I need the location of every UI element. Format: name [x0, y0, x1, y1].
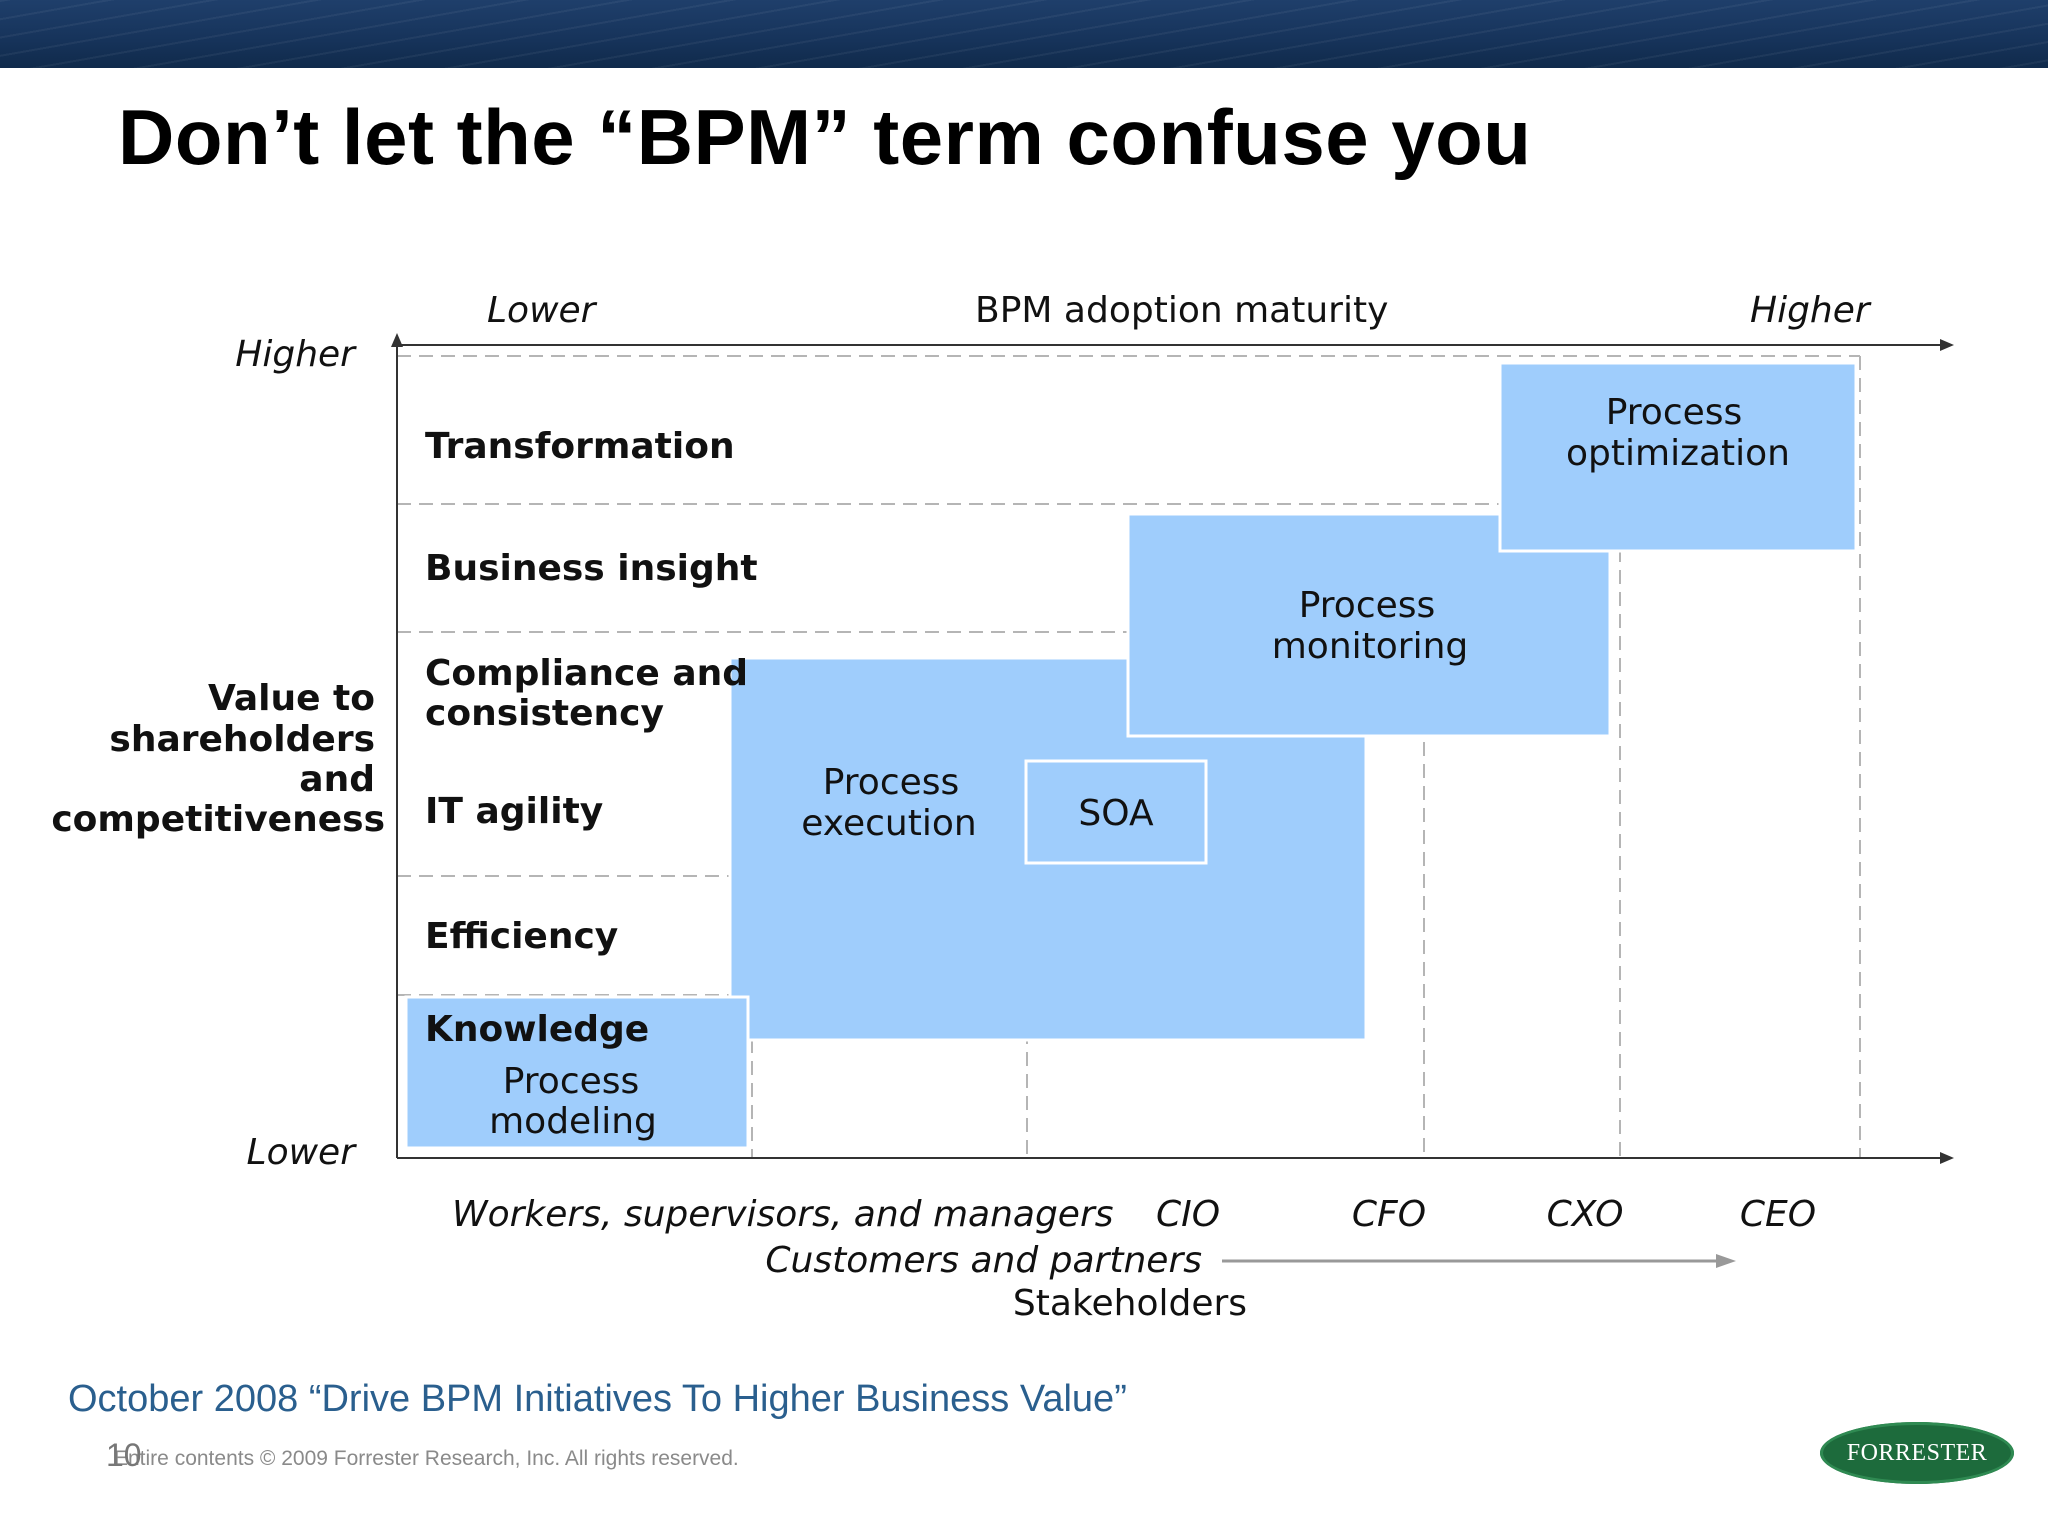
soa-label: SOA — [1078, 793, 1154, 834]
logo-text: FORRESTER — [1846, 1439, 1988, 1466]
stakeholder-workers: Workers, supervisors, and managers — [452, 1194, 1114, 1235]
left-axis-title-line-4: competitiveness — [51, 799, 385, 840]
process-optimization-label-2: optimization — [1566, 433, 1790, 474]
customers-arrowhead — [1716, 1254, 1736, 1268]
top-axis-higher-label: Higher — [1750, 290, 1872, 331]
process-execution-label-2: execution — [801, 803, 976, 844]
process-modeling-label-1: Process — [503, 1061, 640, 1102]
top-banner — [0, 0, 2048, 68]
row-label-compliance-line-2: consistency — [425, 693, 664, 734]
bottom-axis-arrowhead — [1940, 1152, 1954, 1164]
row-label-transformation: Transformation — [425, 426, 735, 467]
soa-box — [1024, 759, 1208, 865]
left-axis-higher-label: Higher — [235, 334, 357, 375]
process-modeling-label-2: modeling — [489, 1101, 657, 1142]
stakeholder-cfo: CFO — [1352, 1194, 1426, 1235]
process-monitoring-label-2: monitoring — [1272, 626, 1469, 667]
citation: October 2008 “Drive BPM Initiatives To H… — [68, 1378, 1127, 1420]
stakeholder-cxo: CXO — [1547, 1194, 1624, 1235]
row-label-business-insight: Business insight — [425, 548, 758, 589]
process-monitoring-label-1: Process — [1299, 585, 1436, 626]
process-optimization-box — [1498, 361, 1858, 553]
process-optimization-label-1: Process — [1606, 392, 1743, 433]
row-label-compliance-line-1: Compliance and — [425, 653, 748, 694]
stakeholder-cio: CIO — [1156, 1194, 1220, 1235]
left-axis-title-line-1: Value to — [208, 678, 375, 719]
process-modeling-box — [404, 995, 750, 1150]
row-label-efficiency: Efficiency — [425, 916, 618, 957]
row-label-it-agility: IT agility — [425, 791, 603, 832]
left-axis-arrowhead — [391, 333, 403, 347]
slide-title: Don’t let the “BPM” term confuse you — [118, 93, 1532, 181]
forrester-logo: FORRESTER — [1820, 1422, 2014, 1484]
stakeholder-customers: Customers and partners — [765, 1240, 1202, 1281]
left-axis-lower-label: Lower — [247, 1132, 358, 1173]
top-axis-lower-label: Lower — [487, 290, 598, 331]
stakeholder-ceo: CEO — [1740, 1194, 1816, 1235]
stakeholders-title: Stakeholders — [1013, 1283, 1247, 1324]
process-execution-label-1: Process — [823, 762, 960, 803]
row-label-knowledge: Knowledge — [425, 1009, 649, 1050]
top-axis-arrowhead — [1940, 339, 1954, 351]
page-number: 10 — [106, 1437, 142, 1473]
top-axis-title: BPM adoption maturity — [975, 290, 1388, 331]
left-axis-title-line-3: and — [299, 759, 375, 800]
left-axis-title-line-2: shareholders — [109, 719, 375, 760]
row-grid-lines — [397, 355, 1860, 996]
copyright: Entire contents © 2009 Forrester Researc… — [114, 1447, 739, 1470]
